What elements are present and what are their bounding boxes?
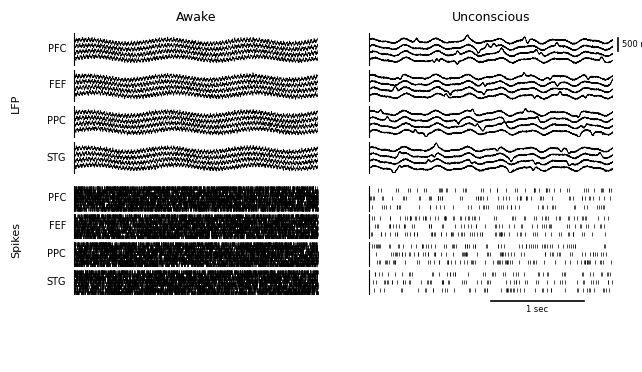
Text: PFC: PFC <box>48 193 66 203</box>
Text: FEF: FEF <box>49 221 66 231</box>
Text: LFP: LFP <box>11 94 21 113</box>
Text: PPC: PPC <box>48 116 66 126</box>
Text: Awake: Awake <box>175 11 216 24</box>
Text: Spikes: Spikes <box>11 222 21 258</box>
Text: FEF: FEF <box>49 80 66 90</box>
Text: STG: STG <box>47 153 66 163</box>
Text: 1 sec: 1 sec <box>526 305 548 314</box>
Text: 500 mV: 500 mV <box>622 40 642 49</box>
Text: Unconscious: Unconscious <box>452 11 530 24</box>
Text: STG: STG <box>47 277 66 287</box>
Text: PPC: PPC <box>48 249 66 259</box>
Text: PFC: PFC <box>48 44 66 54</box>
